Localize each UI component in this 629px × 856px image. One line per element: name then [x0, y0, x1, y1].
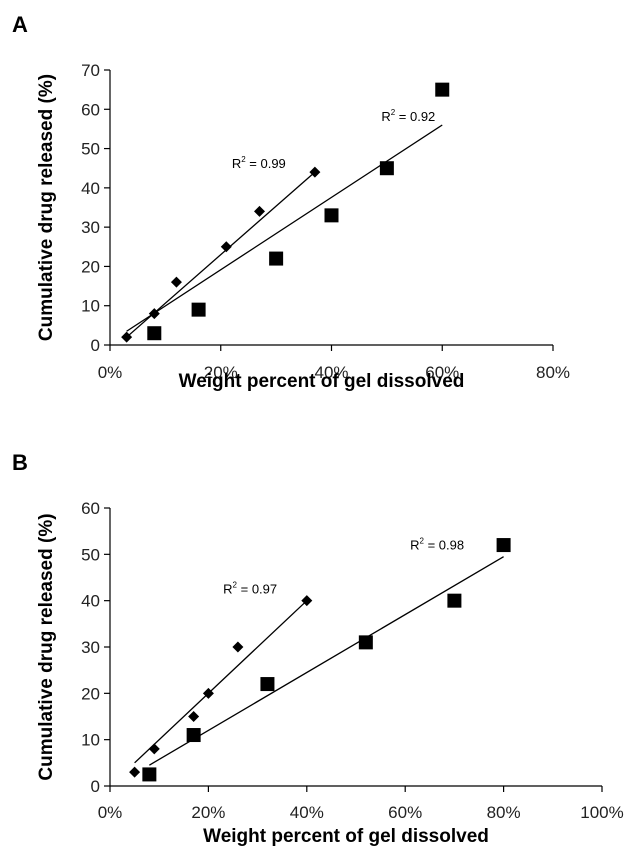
- diamond-marker: [129, 766, 141, 778]
- x-tick-label: 20%: [191, 803, 225, 822]
- y-tick-label: 60: [81, 100, 100, 119]
- square-marker: [147, 326, 162, 341]
- y-tick-label: 10: [81, 297, 100, 316]
- trendline-square: [126, 124, 443, 332]
- y-axis-title: Cumulative drug released (%): [36, 513, 57, 780]
- r-squared-base: R: [223, 582, 232, 597]
- x-tick-label: 20%: [204, 363, 238, 382]
- panel-letter: A: [12, 12, 28, 37]
- x-axis-title: Weight percent of gel dissolved: [179, 371, 465, 392]
- trendline-diamond: [126, 171, 316, 338]
- y-tick-label: 0: [91, 336, 100, 355]
- r-squared-exponent: 2: [391, 108, 396, 117]
- r-squared-exponent: 2: [233, 581, 238, 590]
- square-marker: [186, 728, 201, 743]
- y-tick-label: 40: [81, 179, 100, 198]
- r-squared-exponent: 2: [420, 537, 425, 546]
- diamond-marker: [301, 595, 313, 607]
- x-tick-label: 40%: [290, 803, 324, 822]
- x-tick-label: 0%: [98, 803, 123, 822]
- r-squared-label: R2 = 0.99: [232, 155, 286, 171]
- x-tick-label: 100%: [580, 803, 623, 822]
- chart-panel-b: B 0 10 20 30 40 50 60 0% 20% 40% 60% 80% 100% Weight p…: [12, 450, 624, 847]
- square-marker: [447, 593, 462, 608]
- square-marker: [435, 82, 450, 97]
- square-marker: [260, 677, 275, 692]
- x-tick-label: 0%: [98, 363, 123, 382]
- y-tick-label: 0: [91, 777, 100, 796]
- r-squared-value: = 0.98: [424, 538, 464, 553]
- r-squared-exponent: 2: [241, 155, 246, 164]
- diamond-marker: [121, 331, 133, 343]
- diamond-marker: [220, 241, 232, 253]
- diamond-marker: [148, 743, 160, 755]
- trendline-square: [149, 556, 504, 766]
- y-axis-title: Cumulative drug released (%): [36, 74, 57, 341]
- diamond-marker: [309, 166, 321, 178]
- y-tick-label: 20: [81, 684, 100, 703]
- panel-letter: B: [12, 450, 28, 475]
- diamond-marker: [254, 205, 266, 217]
- x-tick-label: 80%: [536, 363, 570, 382]
- diamond-marker: [202, 687, 214, 699]
- y-tick-label: 70: [81, 61, 100, 80]
- square-marker: [324, 208, 339, 223]
- x-tick-label: 60%: [425, 363, 459, 382]
- y-tick-label: 10: [81, 731, 100, 750]
- square-marker: [142, 767, 157, 782]
- square-marker: [358, 635, 373, 650]
- diamond-marker: [232, 641, 244, 653]
- x-tick-label: 80%: [487, 803, 521, 822]
- trendline-diamond: [134, 600, 308, 764]
- r-squared-base: R: [381, 109, 390, 124]
- diamond-marker: [188, 711, 200, 722]
- r-squared-base: R: [410, 538, 419, 553]
- diamond-marker: [170, 276, 182, 288]
- square-marker: [191, 302, 206, 317]
- x-axis-title: Weight percent of gel dissolved: [203, 826, 489, 847]
- r-squared-label: R2 = 0.92: [381, 108, 435, 124]
- r-squared-label: R2 = 0.98: [410, 537, 464, 553]
- r-squared-value: = 0.97: [237, 582, 277, 597]
- r-squared-value: = 0.99: [246, 156, 286, 171]
- r-squared-base: R: [232, 156, 241, 171]
- chart-panel-a: A 0 10 20 30 40 50 60 70 0% 20% 40% 60% 80% Weight per…: [12, 12, 570, 392]
- x-tick-label: 40%: [314, 363, 348, 382]
- r-squared-label: R2 = 0.97: [223, 581, 277, 597]
- square-marker: [496, 538, 511, 553]
- x-tick-label: 60%: [388, 803, 422, 822]
- y-tick-label: 30: [81, 638, 100, 657]
- y-tick-label: 20: [81, 257, 100, 276]
- y-tick-label: 50: [81, 545, 100, 564]
- y-tick-label: 50: [81, 140, 100, 159]
- y-tick-label: 30: [81, 218, 100, 237]
- square-marker: [379, 161, 394, 176]
- square-marker: [269, 251, 284, 266]
- y-tick-label: 60: [81, 499, 100, 518]
- r-squared-value: = 0.92: [395, 109, 435, 124]
- y-tick-label: 40: [81, 592, 100, 611]
